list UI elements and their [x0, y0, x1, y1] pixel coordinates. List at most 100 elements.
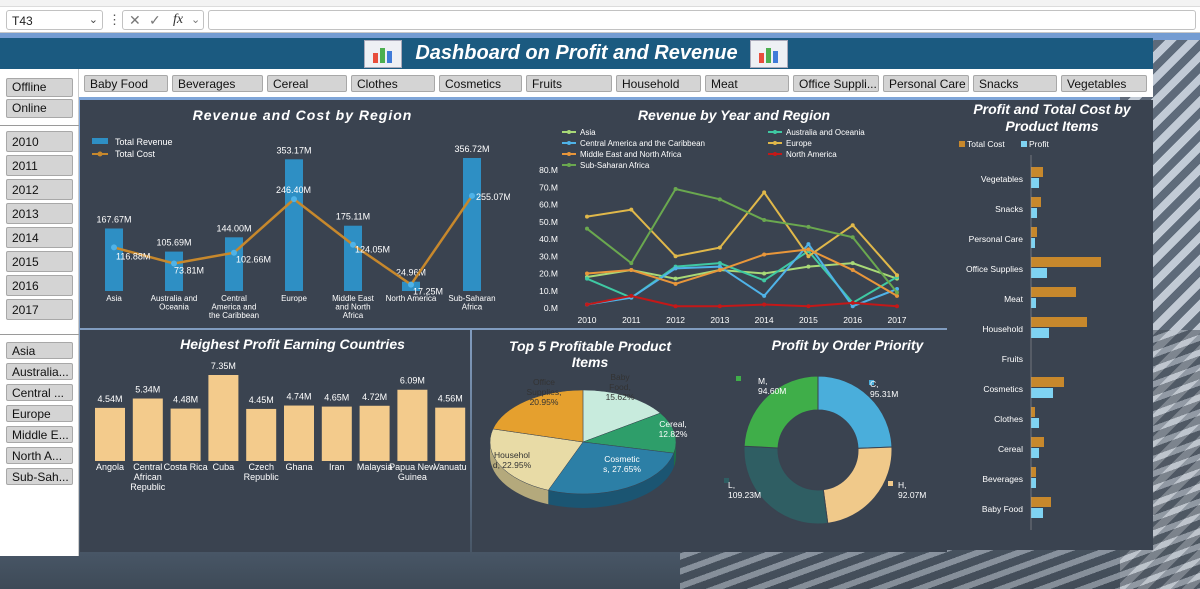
series-point	[850, 268, 855, 273]
series-point	[895, 273, 899, 278]
chevron-down-icon[interactable]: ⌄	[88, 14, 98, 26]
slicer-year-2014[interactable]: 2014	[6, 227, 73, 248]
series-line	[586, 248, 898, 297]
country-tick-label: Iran	[329, 462, 345, 472]
slicer-year-2017[interactable]: 2017	[6, 299, 73, 320]
slicer-item-0[interactable]: Baby Food	[84, 75, 168, 92]
slicer-year-2014-label: 2014	[12, 231, 39, 245]
series-point	[806, 247, 811, 252]
slicer-region-3[interactable]: Europe	[6, 405, 73, 422]
slicer-item-1[interactable]: Beverages	[172, 75, 263, 92]
legend-marker	[567, 130, 571, 134]
revenue-bar	[105, 228, 123, 291]
country-tick-label: Czech Republic	[244, 462, 280, 482]
slicer-item-10[interactable]: Snacks	[973, 75, 1057, 92]
donut-label-line: M,	[758, 376, 767, 386]
slicer-region-0[interactable]: Asia	[6, 342, 73, 359]
slice-side	[490, 442, 549, 505]
slicer-region-1[interactable]: Australia...	[6, 363, 73, 380]
cost-label: 124.05M	[355, 245, 390, 255]
country-tick-label-line: Central	[133, 462, 162, 472]
enter-icon[interactable]: ✓	[149, 12, 161, 28]
slicer-region-6[interactable]: Sub-Sah...	[6, 468, 73, 485]
cost-bar	[1031, 377, 1064, 387]
slicer-year-2012[interactable]: 2012	[6, 179, 73, 200]
fx-icon[interactable]: fx	[173, 12, 184, 27]
region-tick-label-line: Asia	[106, 294, 122, 303]
donut-label-line: 94.60M	[758, 386, 786, 396]
slicer-year-2015[interactable]: 2015	[6, 251, 73, 272]
donut-slice	[822, 446, 893, 524]
region-tick-label-line: Europe	[281, 294, 307, 303]
revenue-label: 175.11M	[336, 212, 370, 222]
slicer-channel-online-label: Online	[12, 101, 47, 115]
slicer-item-4[interactable]: Cosmetics	[439, 75, 522, 92]
slicer-year-2015-label: 2015	[12, 255, 39, 269]
region-tick-label-line: America and	[212, 303, 257, 312]
slicer-item-2[interactable]: Cereal	[267, 75, 347, 92]
slicer-channel-offline[interactable]: Offline	[6, 78, 73, 97]
slicer-item-6[interactable]: Household	[616, 75, 701, 92]
donut-slice	[817, 375, 893, 449]
series-point	[585, 302, 589, 307]
slicer-year-2013[interactable]: 2013	[6, 203, 73, 224]
slicer-channel-online[interactable]: Online	[6, 99, 73, 118]
chart-priority: C, 95.31M H, 92.07M L, 109.23M M, 94.60M	[724, 375, 926, 525]
slicer-item-10-label: Snacks	[979, 77, 1019, 91]
slice-label-line: Baby	[610, 372, 630, 382]
slicer-year-2011[interactable]: 2011	[6, 155, 73, 176]
chevron-down-icon[interactable]: ⌄	[191, 14, 201, 26]
slicer-region-5[interactable]: North A...	[6, 447, 73, 464]
y-tick-label: 50.M	[539, 217, 558, 227]
x-tick-label: 2014	[755, 315, 774, 325]
slicer-year-2010[interactable]: 2010	[6, 131, 73, 152]
more-options-icon[interactable]: ⋮	[108, 12, 121, 27]
x-tick-label: 2013	[710, 315, 729, 325]
slicer-region-4-label: Middle E...	[12, 428, 69, 442]
revenue-bar	[225, 237, 243, 291]
series-point	[673, 254, 678, 259]
series-point	[585, 271, 589, 276]
slicer-year-2010-label: 2010	[12, 135, 39, 149]
chart-title-items: Profit and Total Cost by Product Items	[973, 101, 1131, 134]
slicer-item-11[interactable]: Vegetables	[1061, 75, 1147, 92]
y-tick-label: 40.M	[539, 234, 558, 244]
formula-input[interactable]	[208, 10, 1196, 30]
slicer-item-5[interactable]: Fruits	[526, 75, 612, 92]
item-slicer-bar: Baby Food Beverages Cereal Clothes Cosmetics…	[79, 69, 1153, 97]
chart-title-top5: Top 5 Profitable Product Items	[508, 338, 672, 370]
legend-swatch-cost	[959, 141, 965, 147]
country-bar	[284, 405, 314, 461]
slicer-item-8[interactable]: Office Suppli...	[793, 75, 879, 92]
slice-label-line: Supplies,	[527, 387, 562, 397]
revenue-label: 353.17M	[276, 145, 311, 155]
region-tick-label-line: the Caribbean	[209, 311, 259, 320]
series-point	[585, 226, 589, 231]
slicer-item-9[interactable]: Personal Care	[883, 75, 969, 92]
slicer-item-7[interactable]: Meat	[705, 75, 789, 92]
slicer-item-3[interactable]: Clothes	[351, 75, 435, 92]
cost-bar	[1031, 467, 1036, 477]
series-point	[850, 261, 855, 266]
slicer-region-2[interactable]: Central ...	[6, 384, 73, 401]
country-tick-label: Vanuatu	[434, 462, 467, 472]
x-tick-label: 2017	[888, 315, 907, 325]
name-box[interactable]: T43 ⌄	[6, 10, 103, 30]
country-bar	[170, 408, 201, 461]
country-value-label: 4.54M	[97, 394, 122, 404]
cancel-icon[interactable]: ✕	[129, 12, 141, 28]
series-point	[673, 266, 678, 271]
slicer-region-4[interactable]: Middle E...	[6, 426, 73, 443]
y-tick-label: 70.M	[539, 182, 558, 192]
cost-point	[231, 249, 237, 256]
cost-bar	[1031, 227, 1037, 237]
slicer-item-2-label: Cereal	[273, 77, 309, 91]
slicer-year-2016[interactable]: 2016	[6, 275, 73, 296]
legend-label: North America	[786, 150, 837, 159]
pie-slice	[547, 441, 675, 495]
country-bar	[435, 407, 466, 461]
cost-label: 116.88M	[116, 251, 150, 261]
revenue-bar	[285, 159, 303, 291]
cost-bar	[1031, 197, 1041, 207]
region-tick-label: Asia	[106, 294, 122, 303]
